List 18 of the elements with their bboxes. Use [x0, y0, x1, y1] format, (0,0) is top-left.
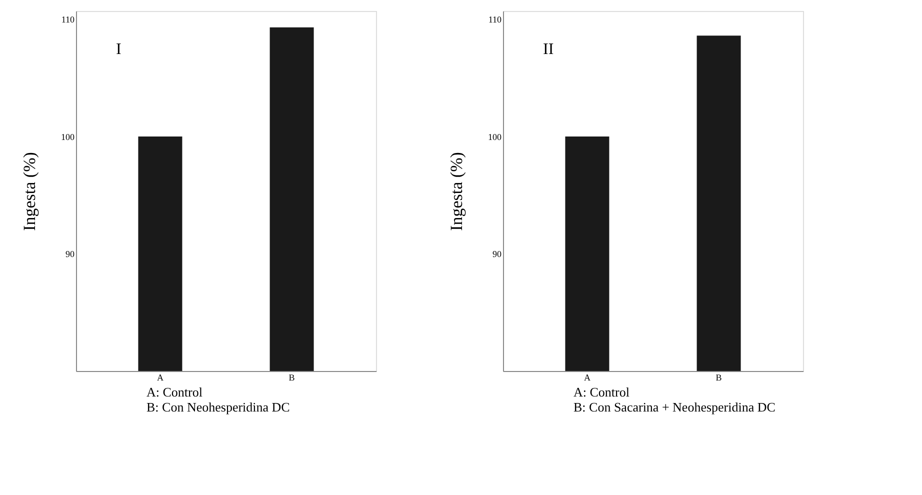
y-tick-label: 90: [492, 249, 502, 260]
annotation: II: [543, 41, 554, 58]
text: B: Con Sacarina + Neohesperidina DC: [574, 400, 776, 414]
text: A: Control: [146, 384, 203, 400]
y-axis-title: Ingesta (%): [20, 152, 39, 231]
y-tick-label: 100: [61, 132, 75, 142]
y-tick-label: 110: [61, 14, 75, 25]
text: B: Con Neohesperidina DC: [146, 400, 290, 414]
y-axis-title: Ingesta (%): [447, 152, 466, 231]
x-tick-label: A: [156, 372, 164, 382]
y-tick-label: 90: [66, 249, 75, 260]
annotation: I: [116, 41, 122, 58]
y-tick-label: 100: [488, 132, 502, 142]
y-tick-label: 110: [488, 14, 502, 25]
x-tick-label: B: [288, 372, 295, 382]
x-tick-label: B: [716, 372, 722, 382]
x-tick-label: A: [584, 372, 591, 382]
text: A: Control: [574, 384, 630, 400]
